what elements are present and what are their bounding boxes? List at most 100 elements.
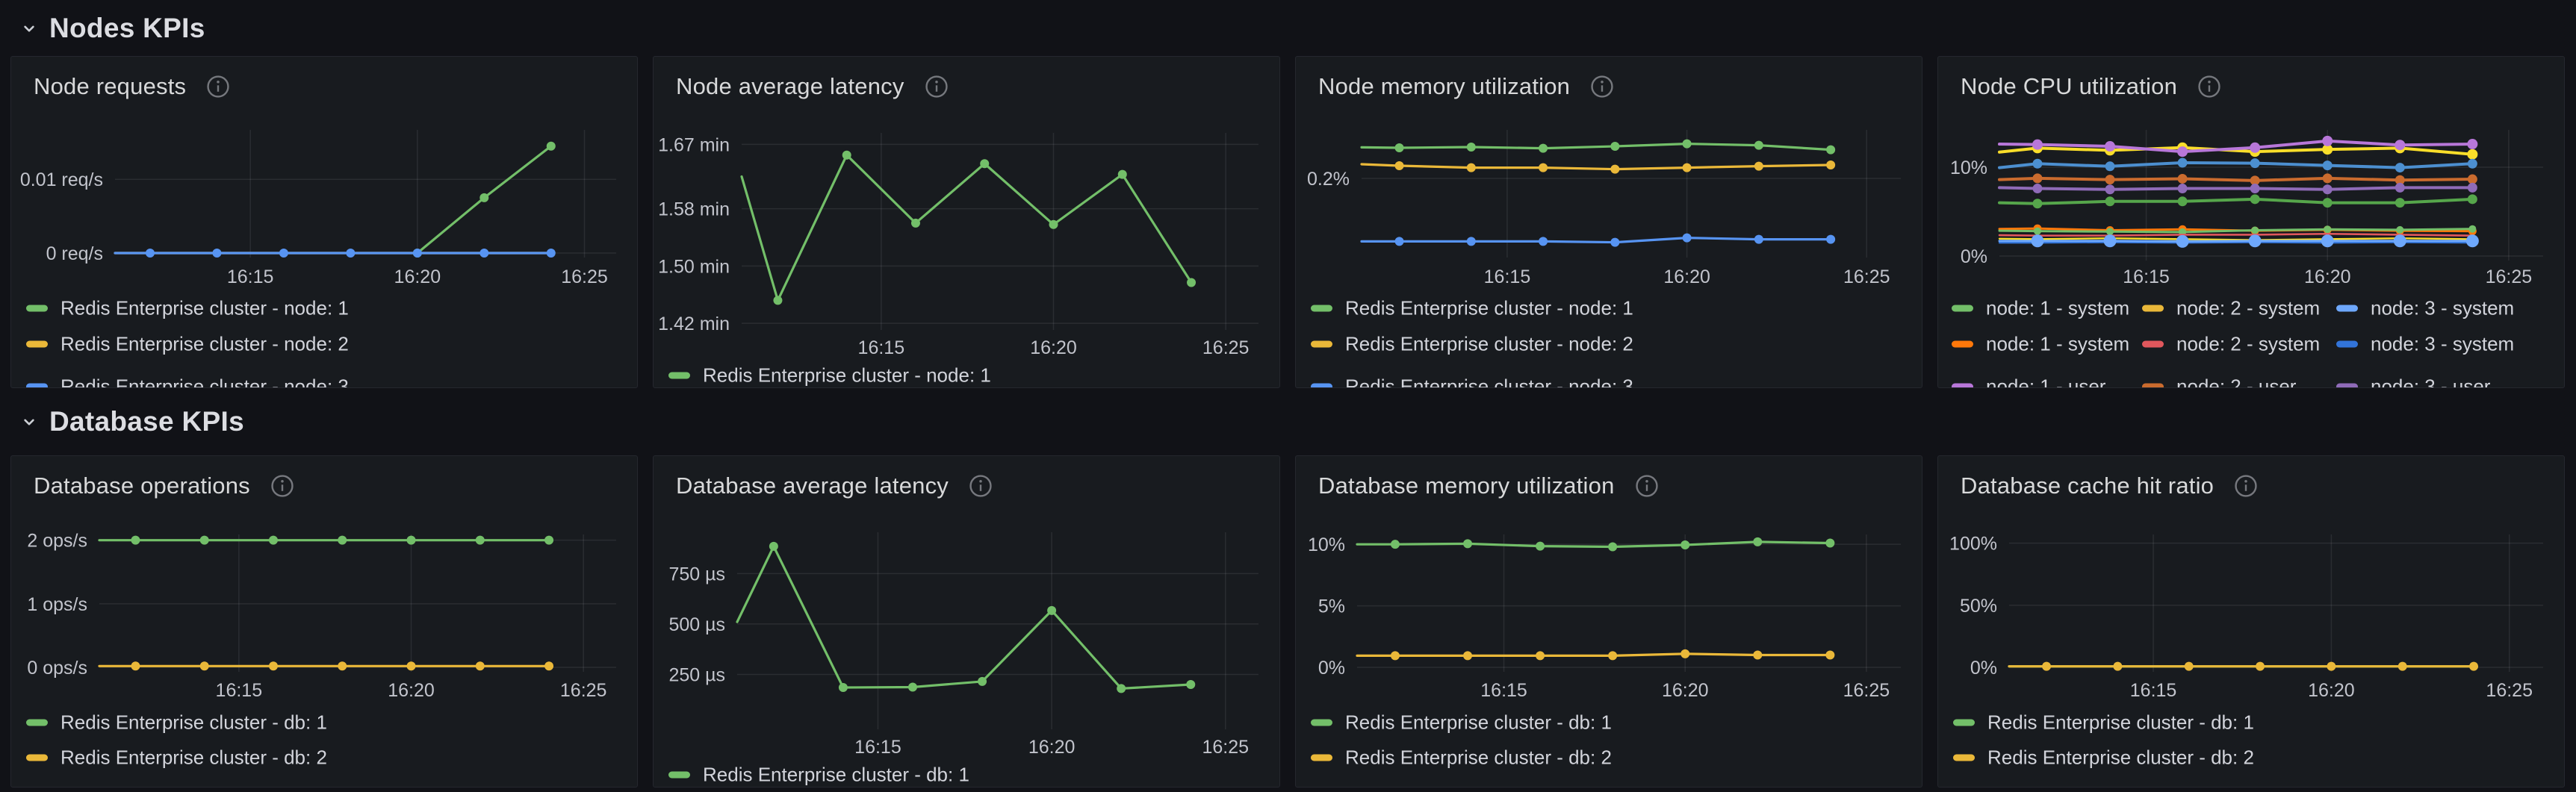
y-axis-label: 10% [1308,534,1345,555]
legend-item[interactable]: node: 3 - system [2336,333,2514,356]
series-line [1360,142,1832,152]
data-point [2177,173,2188,184]
data-point [2469,661,2479,671]
legend-item[interactable]: node: 1 - user [1952,375,2105,387]
legend-item[interactable]: Redis Enterprise cluster - node: 1 [668,364,991,387]
legend-item[interactable]: Redis Enterprise cluster - db: 1 [26,711,327,735]
data-point [1394,143,1404,152]
panel-title[interactable]: Node memory utilization [1318,73,1571,99]
data-point [1610,237,1620,247]
legend-item[interactable]: Redis Enterprise cluster - db: 2 [1953,746,2254,770]
data-point [1825,538,1835,548]
y-axis-label: 250 µs [668,664,725,685]
data-point [2465,234,2479,248]
legend-swatch-icon [26,383,48,387]
data-point [2177,196,2188,207]
x-axis-label: 16:25 [2486,680,2533,701]
data-point [546,249,556,258]
data-point [406,535,416,545]
legend-swatch-icon [2336,305,2358,312]
info-icon[interactable] [205,74,231,99]
data-point [199,535,209,545]
legend-label: Redis Enterprise cluster - node: 1 [1345,296,1633,319]
data-point [1680,649,1690,658]
legend-swatch-icon [1952,340,1973,348]
y-axis-label: 5% [1318,596,1345,617]
data-point [2395,182,2405,193]
legend-item[interactable]: Redis Enterprise cluster - node: 1 [1311,297,1633,320]
data-point [2250,142,2261,153]
legend-label: Redis Enterprise cluster - db: 1 [703,763,969,786]
panel-title[interactable]: Database memory utilization [1318,473,1615,499]
panel-title[interactable]: Database operations [34,473,250,499]
legend-item[interactable]: Redis Enterprise cluster - db: 1 [1311,711,1612,735]
info-icon[interactable] [1589,74,1615,99]
data-point [406,661,416,671]
legend-swatch-icon [26,305,48,312]
legend-item[interactable]: Redis Enterprise cluster - db: 2 [26,746,327,770]
data-point [1682,233,1692,243]
section-header-database-kpis[interactable]: Database KPIs [0,388,2576,455]
x-axis-label: 16:15 [2130,680,2177,701]
legend-item[interactable]: Redis Enterprise cluster - node: 3 [1311,375,1633,387]
data-point [544,661,554,671]
legend-item[interactable]: node: 1 - system [1952,297,2129,320]
panel-title[interactable]: Database average latency [676,473,949,499]
data-point [338,661,347,671]
x-axis-label: 16:15 [854,737,901,758]
legend-item[interactable]: node: 2 - system [2142,333,2320,356]
legend-item[interactable]: Redis Enterprise cluster - node: 2 [26,333,349,356]
y-axis-label: 50% [1960,596,1997,617]
legend-item[interactable]: node: 3 - system [2336,297,2514,320]
info-icon[interactable] [2233,473,2259,499]
info-icon[interactable] [1634,473,1660,499]
data-point [2177,158,2188,168]
panel-title[interactable]: Database cache hit ratio [1961,473,2215,499]
legend-item[interactable]: node: 1 - system [1952,333,2129,356]
legend-item[interactable]: Redis Enterprise cluster - db: 1 [1953,711,2254,735]
chart-canvas: 0.2% 16:15 16:20 16:25 [1307,130,1901,287]
panel-database-memory-utilization: Database memory utilization 10% 5% 0% 16:15… [1295,455,1922,788]
data-point [1754,161,1763,171]
data-point [1608,542,1618,552]
info-icon[interactable] [2197,74,2222,99]
panel-title[interactable]: Node average latency [676,73,904,99]
section-title: Database KPIs [49,406,244,437]
legend-item[interactable]: Redis Enterprise cluster - node: 2 [1311,333,1633,356]
chart-canvas: 750 µs 500 µs 250 µs 16:15 16:20 16:25 [668,532,1258,758]
legend-item[interactable]: Redis Enterprise cluster - db: 1 [668,764,969,787]
section-header-nodes-kpis[interactable]: Nodes KPIs [0,0,2576,56]
legend-item[interactable]: Redis Enterprise cluster - node: 3 [26,375,349,387]
data-point [773,296,783,305]
data-point [2256,661,2265,671]
data-point [2467,182,2477,193]
legend-swatch-icon [1311,754,1332,761]
panel-row-nodes: Node requests 0.01 req/s 0 req/s 16:15 16:2… [0,56,2576,388]
data-point [2324,225,2332,234]
x-axis-label: 16:15 [1484,266,1531,287]
data-point [268,661,278,671]
legend-item[interactable]: node: 3 - user [2336,375,2490,387]
legend-item[interactable]: Redis Enterprise cluster - node: 1 [26,297,349,320]
data-point [2250,175,2260,186]
panel-database-average-latency: Database average latency 750 µs 500 µs 250… [653,455,1280,788]
series-line [1998,237,2474,241]
legend-item[interactable]: node: 2 - system [2142,297,2320,320]
legend-swatch-icon [1952,305,1973,312]
info-icon[interactable] [924,74,949,99]
data-point [412,249,422,258]
legend-item[interactable]: Redis Enterprise cluster - db: 2 [1311,746,1612,770]
info-icon[interactable] [270,473,295,499]
panel-title[interactable]: Node CPU utilization [1961,73,2178,99]
panel-title[interactable]: Node requests [34,73,187,99]
y-axis-label: 1.50 min [658,256,730,277]
series-line [1360,237,1832,244]
info-icon[interactable] [968,473,993,499]
data-point [2467,139,2478,150]
legend-item[interactable]: node: 2 - user [2142,375,2296,387]
data-point [1186,679,1196,689]
x-axis-label: 16:25 [1202,337,1250,358]
data-point [1466,143,1476,152]
data-point [980,159,990,169]
